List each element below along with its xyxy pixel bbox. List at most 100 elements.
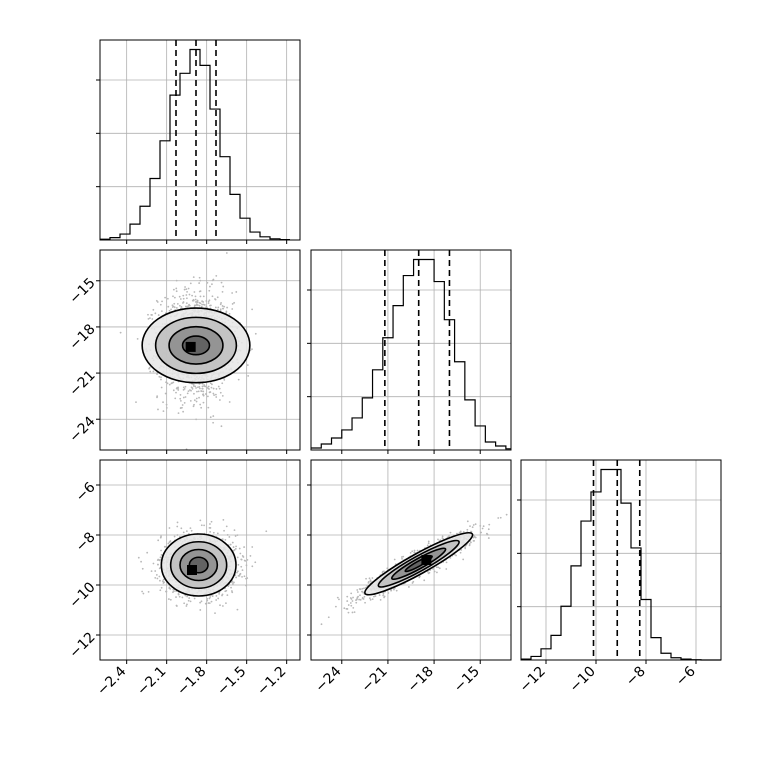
contour-line [169,540,228,590]
scatter-point [336,596,339,599]
x-tick-label: −2.4 [94,663,129,698]
histogram-step [521,468,721,661]
scatter-point [334,605,337,608]
histogram-panel-0 [96,39,301,244]
scatter-point [182,410,185,413]
contour-line [377,539,460,588]
scatter-point [220,281,223,284]
scatter-point [235,576,238,579]
scatter-point [173,296,176,299]
scatter-point [235,291,238,293]
scatter-point [157,408,159,411]
scatter-point [352,606,355,609]
scatter-point [179,393,182,396]
scatter-point [220,425,223,428]
scatter-point [240,558,243,561]
scatter-point [154,570,157,572]
scatter-point [149,370,152,373]
scatter-point [228,401,231,403]
scatter-point [231,580,234,583]
scatter-point [371,577,374,579]
scatter-point [343,607,346,610]
x-tick-label: −1.8 [174,664,209,699]
scatter-point [472,524,475,526]
scatter-point [210,600,213,603]
scatter-point [208,597,211,600]
scatter-point [147,317,150,320]
scatter-point [497,517,500,519]
scatter-point [357,595,359,598]
scatter-point [245,584,247,587]
scatter-point [179,298,182,300]
scatter-point [209,596,212,598]
scatter-point [356,597,358,600]
scatter-point [223,529,225,532]
scatter-point [234,547,237,550]
scatter-point [188,303,190,306]
scatter-point [185,297,188,300]
scatter-point [152,562,155,565]
scatter-point [226,594,229,597]
scatter-point [196,299,199,302]
scatter-point [206,386,208,389]
scatter-point [251,565,254,568]
scatter-point [189,600,192,603]
scatter-point [471,526,474,529]
scatter-point [191,299,194,302]
scatter-point [175,287,178,290]
scatter-point [168,309,171,312]
scatter-point [486,533,489,536]
scatter-point [189,399,192,402]
scatter-point [236,556,239,559]
scatter-point [182,302,184,304]
scatter-point [198,290,201,293]
scatter-point [193,399,196,402]
scatter-point [160,535,162,538]
scatter-point [172,295,174,298]
scatter-point [193,304,196,307]
y-tick-label: −21 [66,367,98,399]
scatter-point [183,602,186,605]
scatter-point [209,304,212,307]
scatter-point [224,538,227,541]
scatter-point [165,406,168,409]
scatter-point [221,605,224,607]
scatter-point [222,307,225,310]
scatter-point [199,519,202,522]
scatter-point [401,557,403,560]
scatter-point [192,276,195,279]
scatter-point [167,305,170,308]
scatter-point [214,393,217,396]
scatter-point [221,290,224,293]
scatter-point [200,390,203,392]
scatter-point [347,604,350,606]
scatter-point [175,290,178,293]
scatter-point [171,306,174,308]
scatter-point [232,582,234,585]
scatter-point [167,598,170,600]
scatter-point [426,544,429,547]
scatter-point [201,300,203,303]
scatter-point [197,390,200,393]
scatter-point [156,396,158,399]
scatter-point [217,306,220,309]
scatter-point [177,412,180,415]
scatter-point [199,609,202,611]
scatter-point [209,527,212,529]
scatter-point [470,541,472,544]
scatter-point [182,294,185,297]
scatter-point [228,312,231,315]
scatter-point [172,588,175,591]
scatter-point [239,552,242,555]
scatter-point [186,305,188,308]
scatter-point [189,389,191,391]
scatter-point [449,556,452,559]
contour-line [179,548,219,582]
scatter-point [216,308,219,311]
scatter-point [160,586,163,589]
scatter-point [349,597,352,599]
scatter-point [197,386,199,389]
scatter-point [207,602,210,604]
scatter-point [393,558,396,561]
scatter-point [184,594,187,597]
